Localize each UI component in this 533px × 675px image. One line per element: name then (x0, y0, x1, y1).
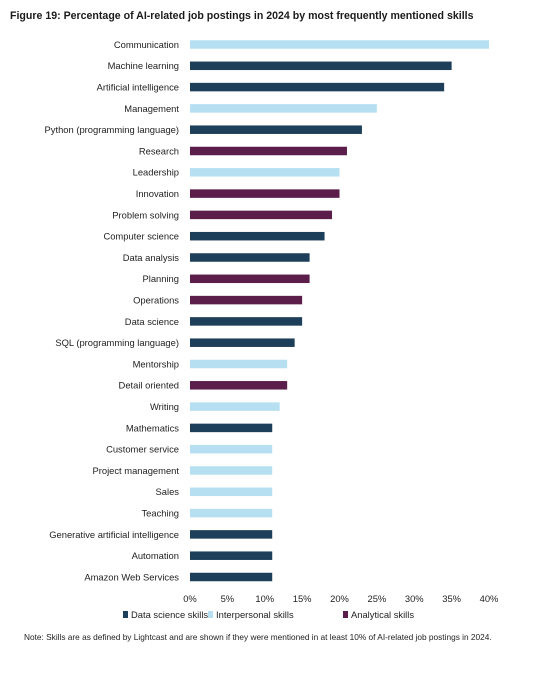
legend-swatch-interpersonal (208, 611, 213, 618)
bar-data-analysis (190, 253, 310, 262)
bar-project-management (190, 466, 273, 475)
category-label: Management (124, 103, 179, 114)
category-label: Artificial intelligence (97, 82, 179, 93)
x-tick-label: 40% (480, 593, 499, 604)
category-label: Customer service (106, 444, 179, 455)
category-label: SQL (programming language) (55, 337, 179, 348)
legend-swatch-analytical (343, 611, 348, 618)
bar-problem-solving (190, 210, 333, 220)
bar-communication (190, 40, 489, 49)
bar-amazon-web-services (190, 572, 273, 582)
x-tick-label: 0% (183, 593, 197, 604)
bar-sales (190, 487, 273, 497)
legend: Data science skills Interpersonal skills A… (123, 609, 414, 620)
category-label: Communication (114, 39, 179, 50)
category-label: Machine learning (108, 60, 179, 71)
bar-management (190, 104, 377, 113)
x-tick-label: 15% (293, 593, 312, 604)
category-label: Operations (133, 295, 179, 306)
legend-label: Analytical skills (351, 609, 414, 620)
category-label: Project management (92, 465, 179, 476)
bar-teaching (190, 508, 273, 518)
category-label: Leadership (133, 167, 179, 178)
category-label: Innovation (136, 188, 179, 199)
chart-note: Note: Skills are as defined by Lightcast… (24, 632, 492, 642)
bar-operations (190, 295, 303, 305)
x-tick-label: 30% (405, 593, 424, 604)
x-tick-label: 20% (330, 593, 349, 604)
bar-data-science (190, 317, 303, 326)
figure-title: Figure 19: Percentage of AI-related job … (10, 10, 474, 22)
bar-mathematics (190, 423, 273, 433)
bar-innovation (190, 189, 340, 198)
bar-artificial-intelligence (190, 82, 445, 92)
bar-detail-oriented (190, 381, 288, 390)
legend-label: Interpersonal skills (216, 609, 294, 620)
bar-writing (190, 402, 280, 411)
category-label: Mathematics (126, 422, 179, 433)
bar-sql-programming-language (190, 338, 295, 347)
category-label: Data analysis (123, 252, 180, 263)
category-label: Detail oriented (119, 380, 179, 391)
category-label: Mentorship (133, 358, 179, 369)
bar-automation (190, 551, 273, 560)
category-label: Data science (125, 316, 179, 327)
x-tick-label: 25% (367, 593, 386, 604)
bar-machine-learning (190, 61, 452, 71)
bar-mentorship (190, 359, 288, 369)
x-tick-label: 35% (442, 593, 461, 604)
category-labels: Communication Machine learning Artificial … (45, 39, 180, 583)
bar-planning (190, 274, 310, 284)
x-tick-label: 5% (221, 593, 235, 604)
category-label: Research (139, 145, 179, 156)
bar-python-programming-language (190, 125, 362, 134)
bar-research (190, 146, 347, 156)
bar-leadership (190, 168, 340, 177)
category-label: Generative artificial intelligence (49, 529, 179, 540)
legend-swatch-data-science (123, 611, 128, 618)
bar-generative-artificial-intelligence (190, 530, 273, 539)
category-label: Sales (156, 486, 180, 497)
x-axis: 0% 5% 10% 15% 20% 25% 30% 35% 40% (183, 593, 498, 604)
category-label: Writing (150, 401, 179, 412)
category-label: Computer science (103, 231, 179, 242)
bar-customer-service (190, 444, 273, 454)
bar-chart: Communication Machine learning Artificial … (45, 39, 499, 620)
bars-layer (190, 40, 489, 582)
legend-label: Data science skills (131, 609, 208, 620)
x-tick-label: 10% (255, 593, 274, 604)
category-label: Python (programming language) (45, 124, 179, 135)
category-label: Teaching (141, 508, 179, 519)
category-label: Amazon Web Services (84, 571, 179, 582)
bar-computer-science (190, 231, 325, 241)
category-label: Problem solving (112, 209, 179, 220)
category-label: Planning (143, 273, 180, 284)
category-label: Automation (132, 550, 179, 561)
